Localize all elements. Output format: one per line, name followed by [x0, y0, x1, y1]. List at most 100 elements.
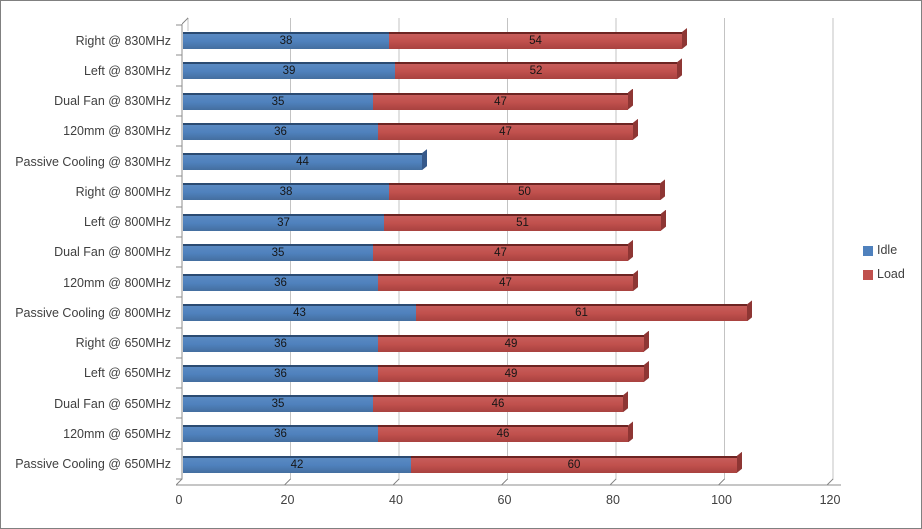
category-label: Left @ 800MHz — [83, 215, 171, 230]
bar-3d-end-cap — [633, 118, 638, 140]
bar-segment-idle: 36 — [183, 274, 378, 292]
bar-segment-load: 60 — [411, 451, 742, 473]
bar-value-label: 54 — [529, 35, 542, 47]
bar-value-label: 36 — [274, 125, 287, 138]
x-tick-label: 80 — [606, 493, 620, 507]
bar-segment-idle: 36 — [183, 334, 378, 352]
legend-label: Load — [877, 267, 905, 281]
bar-segment-load: 61 — [416, 300, 752, 322]
bar-segment-load: 46 — [373, 391, 628, 413]
bar-value-label: 46 — [496, 428, 510, 441]
bar-3d-end-cap — [628, 421, 633, 443]
bar-value-label: 39 — [282, 65, 296, 78]
category-label: 120mm @ 650MHz — [63, 426, 171, 441]
category-label: Right @ 650MHz — [75, 336, 171, 351]
bar-segment-load: 47 — [373, 239, 633, 261]
category-label: Passive Cooling @ 830MHz — [15, 154, 171, 169]
bar-value-label: 60 — [567, 458, 581, 471]
bar-value-label: 35 — [271, 246, 285, 259]
bar-segment-load: 50 — [389, 179, 665, 201]
bar-segment-load: 52 — [395, 58, 682, 80]
bar-value-label: 42 — [290, 458, 304, 471]
bar-3d-end-cap — [737, 451, 742, 473]
bar-value-label: 49 — [504, 337, 518, 350]
bar-segment-idle: 36 — [183, 122, 378, 140]
bar-segment-idle: 38 — [183, 32, 389, 49]
bar-value-label: 52 — [529, 65, 543, 78]
bar-value-label: 46 — [491, 398, 505, 411]
bar-segment-load: 47 — [378, 270, 638, 292]
bar-3d-end-cap — [628, 88, 633, 110]
category-label: 120mm @ 800MHz — [63, 275, 171, 290]
bar-value-label: 36 — [274, 337, 287, 350]
bar-3d-end-cap — [628, 239, 633, 261]
legend-item-idle: Idle — [863, 243, 905, 258]
legend-swatch — [863, 269, 873, 280]
bar-segment-load: 51 — [384, 209, 666, 231]
bar-segment-idle: 43 — [183, 304, 416, 322]
bar-value-label: 37 — [277, 216, 290, 229]
x-tick-label: 100 — [711, 493, 732, 507]
category-label: Left @ 650MHz — [83, 366, 171, 381]
x-tick-label: 0 — [175, 493, 183, 507]
bar-value-label: 38 — [279, 35, 293, 47]
category-label: Dual Fan @ 800MHz — [54, 245, 171, 260]
bar-value-label: 47 — [494, 95, 507, 108]
bar-3d-end-cap — [644, 360, 649, 382]
bar-3d-end-cap — [623, 391, 628, 413]
bar-3d-end-cap — [661, 209, 666, 231]
category-label: Left @ 830MHz — [83, 63, 171, 78]
bar-3d-end-cap — [422, 149, 427, 171]
bar-value-label: 35 — [271, 95, 285, 108]
category-label: Dual Fan @ 650MHz — [54, 396, 171, 411]
bar-value-label: 36 — [274, 367, 287, 380]
bar-value-label: 61 — [575, 307, 588, 320]
bar-3d-end-cap — [644, 330, 649, 352]
bar-value-label: 50 — [518, 186, 531, 199]
bar-segment-load: 46 — [378, 421, 633, 443]
bar-value-label: 36 — [274, 428, 287, 441]
bar-segment-load: 47 — [378, 118, 638, 140]
bar-segment-load: 49 — [378, 330, 649, 352]
bar-value-label: 36 — [274, 277, 287, 290]
bar-value-label: 44 — [296, 156, 309, 169]
bar-segment-idle: 38 — [183, 183, 389, 201]
category-label: Dual Fan @ 830MHz — [54, 94, 171, 109]
category-label: Right @ 800MHz — [75, 184, 171, 199]
category-label: 120mm @ 830MHz — [63, 124, 171, 139]
bar-value-label: 47 — [499, 277, 512, 290]
bar-segment-load: 49 — [378, 360, 649, 382]
legend: Idle Load — [863, 243, 905, 291]
bar-segment-load: 47 — [373, 88, 633, 110]
bar-value-label: 47 — [499, 125, 512, 138]
bar-segment-idle: 37 — [183, 213, 384, 231]
bar-value-label: 38 — [279, 186, 293, 199]
bar-segment-idle: 35 — [183, 395, 373, 413]
legend-label: Idle — [877, 243, 898, 257]
bar-segment-idle: 35 — [183, 243, 373, 261]
bar-segment-idle: 35 — [183, 92, 373, 110]
x-tick-label: 120 — [819, 493, 841, 507]
category-label: Right @ 830MHz — [75, 33, 171, 48]
bar-3d-end-cap — [633, 270, 638, 292]
bar-3d-end-cap — [747, 300, 752, 322]
x-tick-label: 40 — [389, 493, 403, 507]
bar-segment-idle: 44 — [183, 149, 427, 171]
bar-3d-end-cap — [682, 28, 687, 49]
bar-segment-load: 54 — [389, 28, 687, 49]
bar-3d-end-cap — [677, 58, 682, 80]
category-label: Passive Cooling @ 650MHz — [15, 457, 171, 472]
bar-value-label: 49 — [504, 367, 518, 380]
bar-segment-idle: 42 — [183, 455, 411, 473]
bar-segment-idle: 39 — [183, 62, 395, 80]
bar-value-label: 51 — [516, 216, 529, 229]
bar-value-label: 47 — [494, 246, 507, 259]
category-label: Passive Cooling @ 800MHz — [15, 305, 171, 320]
bar-value-label: 35 — [271, 398, 285, 411]
bar-3d-end-cap — [660, 179, 665, 201]
bar-segment-idle: 36 — [183, 425, 378, 443]
bar-segment-idle: 36 — [183, 364, 378, 382]
legend-item-load: Load — [863, 267, 905, 282]
legend-swatch — [863, 245, 873, 256]
